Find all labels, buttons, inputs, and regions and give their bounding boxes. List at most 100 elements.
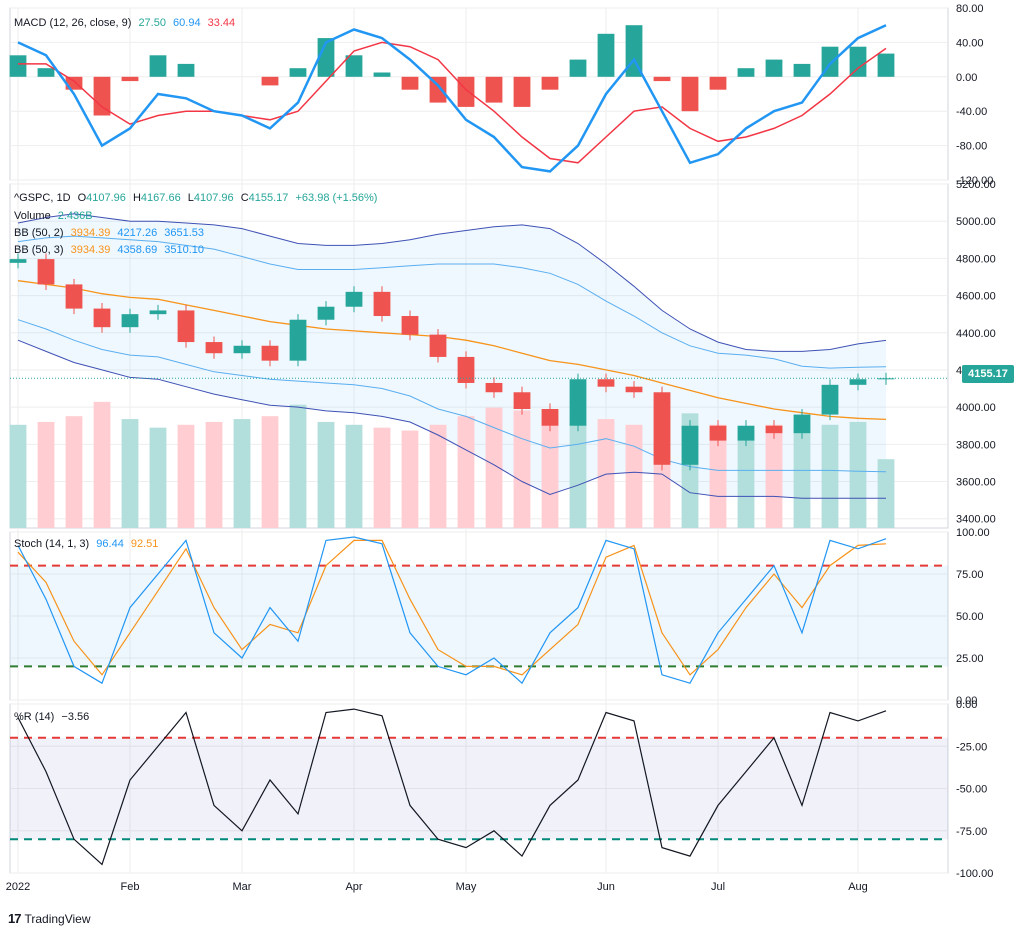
bb2-legend-upper: 4358.69 (117, 244, 158, 256)
macd-histogram-bar (177, 63, 195, 77)
y-tick-label-wr: 0.00 (956, 699, 977, 711)
candle-body (821, 384, 839, 415)
macd-signal-line (18, 41, 887, 164)
wr-legend: %R (14) −3.56 (14, 711, 93, 723)
macd-histogram-bar (849, 46, 867, 77)
candle-body (625, 386, 643, 393)
stoch-legend-d: 92.51 (130, 538, 159, 550)
macd-histogram-bar (653, 76, 671, 82)
candle-body (205, 342, 223, 354)
macd-histogram-bar (317, 38, 335, 77)
macd-histogram-bar (121, 76, 139, 82)
candle-body (513, 392, 531, 409)
bb2-legend-lower: 3510.10 (164, 244, 205, 256)
candle-body (37, 259, 55, 285)
macd-histogram-bar (681, 76, 699, 112)
bb1-legend: BB (50, 2) 3934.39 4217.26 3651.53 (14, 227, 208, 239)
candle-body (121, 314, 139, 328)
high-label: H (132, 192, 141, 204)
bb1-legend-basis: 3934.39 (70, 227, 111, 239)
macd-histogram-bar (261, 76, 279, 86)
stoch-band-fill (10, 565, 948, 667)
macd-histogram-bar (457, 76, 475, 107)
candle-body (233, 345, 251, 354)
macd-histogram-bar (737, 68, 755, 77)
volume-bar (121, 419, 139, 528)
y-tick-label-price: 5000.00 (956, 216, 996, 228)
volume-bar (541, 416, 559, 528)
volume-bar (317, 421, 335, 528)
macd-histogram-bar (37, 68, 55, 77)
tradingview-logo-icon: 17 (8, 911, 22, 926)
volume-bar (345, 424, 363, 528)
y-tick-label-stoch: 50.00 (956, 611, 984, 623)
volume-bar (821, 424, 839, 528)
macd-legend-name: MACD (12, 26, close, 9) (14, 17, 132, 29)
volume-bar (65, 416, 83, 528)
y-tick-label-macd: -40.00 (956, 106, 987, 118)
tradingview-logo[interactable]: 17 TradingView (8, 911, 91, 926)
bb2-legend: BB (50, 3) 3934.39 4358.69 3510.10 (14, 244, 208, 256)
bb2-legend-basis: 3934.39 (70, 244, 111, 256)
candle-body (709, 425, 727, 441)
volume-bar (709, 424, 727, 528)
bb2-lower-line (17, 319, 887, 473)
y-tick-label-price: 3400.00 (956, 514, 996, 526)
bb3-upper-line (17, 213, 887, 352)
candle-body (345, 291, 363, 307)
bb-basis-line (17, 280, 887, 421)
x-tick-label: Feb (121, 881, 140, 893)
macd-histogram-bar (597, 33, 615, 77)
wr-band-fill (10, 737, 948, 840)
volume-bar (877, 459, 895, 528)
candle-body (373, 291, 391, 317)
y-tick-label-price: 4600.00 (956, 291, 996, 303)
candle-body (93, 308, 111, 328)
last-price-tag: 4155.17 (962, 365, 1014, 383)
volume-bar (401, 430, 419, 528)
candle-body (401, 316, 419, 335)
macd-histogram-bar (289, 68, 307, 77)
candle-body (149, 310, 167, 315)
macd-histogram-bar (569, 59, 587, 77)
candle-body (765, 425, 783, 434)
volume-bar (457, 416, 475, 528)
macd-legend-value-3: 33.44 (207, 17, 236, 29)
y-tick-label-wr: -100.00 (956, 868, 993, 880)
close-value: 4155.17 (248, 192, 289, 204)
open-value: 4107.96 (86, 192, 126, 204)
bb2-legend-name: BB (50, 3) (14, 244, 64, 256)
y-tick-label-wr: -50.00 (956, 784, 987, 796)
macd-histogram-bar (401, 76, 419, 90)
y-tick-label-stoch: 75.00 (956, 569, 984, 581)
tradingview-logo-text: TradingView (24, 911, 91, 926)
y-tick-label-macd: 40.00 (956, 37, 984, 49)
volume-bar (737, 430, 755, 528)
high-value: 4167.66 (140, 192, 181, 204)
macd-histogram-bar (9, 55, 27, 77)
candle-body (793, 414, 811, 434)
open-label: O (77, 192, 87, 204)
bb1-legend-name: BB (50, 2) (14, 227, 64, 239)
candle-body (681, 425, 699, 465)
candle-body (653, 392, 671, 465)
macd-legend: MACD (12, 26, close, 9) 27.50 60.94 33.4… (14, 17, 239, 29)
wr-line (17, 708, 887, 866)
symbol-label: ^GSPC, 1D (14, 192, 71, 204)
candle-body (541, 408, 559, 426)
volume-bar (93, 401, 111, 528)
y-tick-label-price: 4000.00 (956, 402, 996, 414)
wr-legend-value: −3.56 (61, 711, 90, 723)
candle-body (849, 379, 867, 385)
stoch-legend-name: Stoch (14, 1, 3) (14, 538, 90, 550)
macd-legend-value-1: 27.50 (138, 17, 166, 29)
bb1-legend-lower: 3651.53 (164, 227, 205, 239)
volume-bar (233, 419, 251, 528)
volume-legend: Volume 2.436B (14, 210, 97, 222)
y-tick-label-price: 4400.00 (956, 328, 996, 340)
candle-body (261, 345, 279, 361)
candle-body (429, 334, 447, 357)
macd-legend-value-2: 60.94 (173, 17, 201, 29)
macd-histogram-bar (429, 76, 447, 103)
